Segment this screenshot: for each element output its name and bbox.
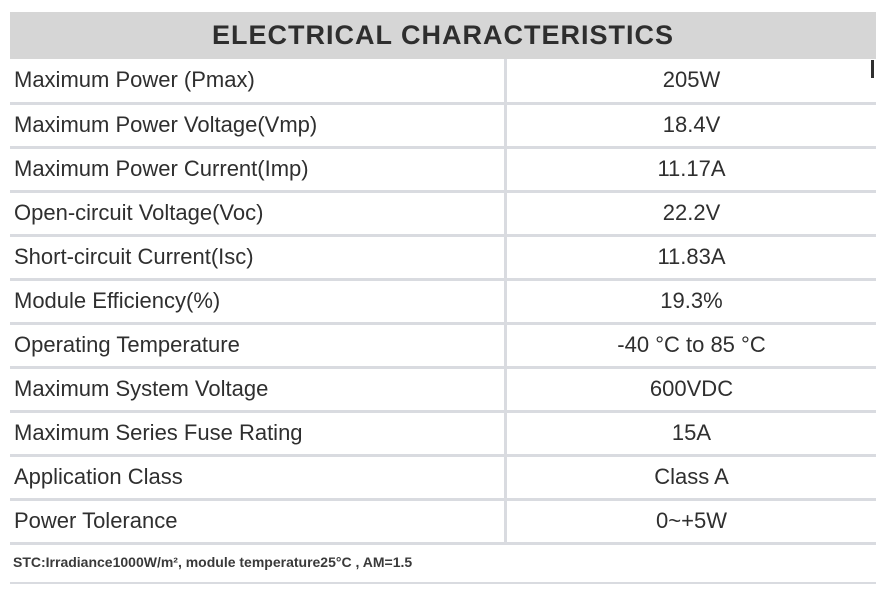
table-row: Module Efficiency(%) 19.3% xyxy=(10,279,876,325)
footnote-divider xyxy=(10,582,876,584)
param-label: Maximum Series Fuse Rating xyxy=(10,411,507,457)
table-row: Open-circuit Voltage(Voc) 22.2V xyxy=(10,191,876,237)
table-row: Maximum Power Voltage(Vmp) 18.4V xyxy=(10,103,876,149)
table-row: Maximum Power (Pmax) 205W xyxy=(10,59,876,105)
param-label: Open-circuit Voltage(Voc) xyxy=(10,191,507,237)
table-row: Maximum Series Fuse Rating 15A xyxy=(10,411,876,457)
param-label: Operating Temperature xyxy=(10,323,507,369)
param-label: Maximum Power Voltage(Vmp) xyxy=(10,103,507,149)
param-value: Class A xyxy=(505,455,876,501)
param-label: Maximum Power Current(Imp) xyxy=(10,147,507,193)
table-row: Operating Temperature -40 °C to 85 °C xyxy=(10,323,876,369)
param-label: Application Class xyxy=(10,455,507,501)
param-value: -40 °C to 85 °C xyxy=(505,323,876,369)
stc-footnote: STC:Irradiance1000W/m², module temperatu… xyxy=(13,554,413,570)
param-label: Module Efficiency(%) xyxy=(10,279,507,325)
param-value: 0~+5W xyxy=(505,499,876,545)
table-row: Power Tolerance 0~+5W xyxy=(10,499,876,545)
spec-rows: Maximum Power (Pmax) 205W Maximum Power … xyxy=(10,59,876,545)
param-label: Maximum System Voltage xyxy=(10,367,507,413)
param-value: 19.3% xyxy=(505,279,876,325)
param-value: 11.83A xyxy=(505,235,876,281)
param-value: 600VDC xyxy=(505,367,876,413)
electrical-characteristics-table: ELECTRICAL CHARACTERISTICS Maximum Power… xyxy=(10,12,876,545)
table-title: ELECTRICAL CHARACTERISTICS xyxy=(10,12,876,59)
param-value: 22.2V xyxy=(505,191,876,237)
table-row: Short-circuit Current(Isc) 11.83A xyxy=(10,235,876,281)
table-row: Maximum Power Current(Imp) 11.17A xyxy=(10,147,876,193)
param-value: 205W xyxy=(505,59,876,105)
param-label: Maximum Power (Pmax) xyxy=(10,59,507,105)
param-value: 18.4V xyxy=(505,103,876,149)
table-row: Application Class Class A xyxy=(10,455,876,501)
param-label: Power Tolerance xyxy=(10,499,507,545)
edge-mark xyxy=(871,60,874,78)
param-label: Short-circuit Current(Isc) xyxy=(10,235,507,281)
param-value: 11.17A xyxy=(505,147,876,193)
table-row: Maximum System Voltage 600VDC xyxy=(10,367,876,413)
param-value: 15A xyxy=(505,411,876,457)
